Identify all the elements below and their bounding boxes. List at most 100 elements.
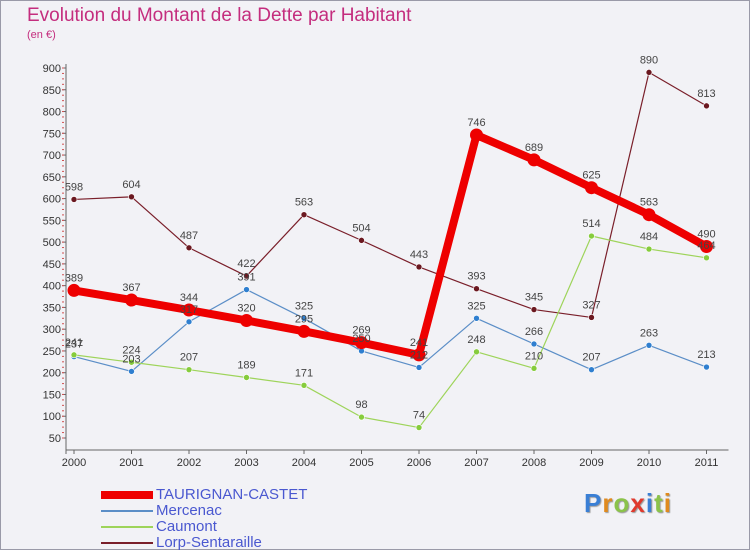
x-tick-label: 2011 bbox=[695, 457, 719, 469]
y-tick-label: 700 bbox=[43, 150, 61, 162]
data-label: 203 bbox=[122, 353, 140, 365]
x-tick-label: 2001 bbox=[119, 457, 143, 469]
data-label: 325 bbox=[295, 300, 313, 312]
legend-label: Caumont bbox=[156, 518, 217, 535]
data-label: 487 bbox=[180, 230, 198, 242]
data-label: 263 bbox=[640, 327, 658, 339]
legend-swatch bbox=[101, 491, 153, 499]
data-point bbox=[355, 336, 368, 350]
data-point bbox=[645, 341, 653, 349]
y-tick-label: 900 bbox=[43, 63, 61, 75]
x-tick-label: 2005 bbox=[349, 457, 373, 469]
data-point bbox=[358, 237, 365, 244]
data-label: 563 bbox=[640, 197, 658, 209]
data-point bbox=[182, 303, 196, 317]
data-point bbox=[70, 196, 78, 203]
data-point bbox=[473, 348, 480, 356]
data-point bbox=[67, 283, 81, 297]
data-point bbox=[243, 272, 250, 280]
y-tick-label: 150 bbox=[43, 389, 61, 401]
x-tick-label: 2002 bbox=[177, 457, 201, 469]
data-point bbox=[530, 306, 538, 313]
chart-title: Evolution du Montant de la Dette par Hab… bbox=[27, 5, 412, 26]
data-point bbox=[300, 211, 308, 218]
data-label: 250 bbox=[352, 333, 370, 345]
series-line bbox=[73, 235, 708, 429]
data-label: 210 bbox=[525, 350, 543, 362]
series-line bbox=[73, 71, 708, 319]
series-line bbox=[70, 131, 711, 359]
data-label: 484 bbox=[640, 231, 658, 243]
data-label: 98 bbox=[355, 399, 367, 411]
data-point bbox=[645, 245, 653, 253]
y-tick-label: 400 bbox=[43, 281, 61, 293]
data-label: 295 bbox=[295, 313, 313, 325]
data-point bbox=[588, 232, 595, 240]
data-label: 248 bbox=[467, 334, 485, 346]
data-point bbox=[128, 358, 135, 366]
data-label: 241 bbox=[65, 337, 83, 349]
data-label: 563 bbox=[295, 197, 313, 209]
data-point bbox=[125, 293, 138, 307]
data-label: 443 bbox=[410, 249, 428, 261]
data-label: 189 bbox=[237, 359, 255, 371]
data-point bbox=[473, 314, 480, 322]
data-point bbox=[185, 366, 193, 373]
data-point bbox=[530, 365, 538, 372]
data-label: 490 bbox=[697, 228, 715, 240]
y-tick-label: 100 bbox=[43, 411, 61, 423]
data-label: 422 bbox=[237, 258, 255, 270]
data-point bbox=[470, 128, 483, 142]
legend-swatch bbox=[101, 510, 153, 512]
data-label: 237 bbox=[65, 339, 83, 351]
data-label: 604 bbox=[122, 179, 140, 191]
brand-letter: o bbox=[613, 488, 631, 518]
data-point bbox=[700, 239, 713, 253]
data-point bbox=[585, 181, 598, 195]
y-tick-label: 350 bbox=[43, 302, 61, 314]
data-label: 224 bbox=[122, 344, 140, 356]
x-tick-label: 2006 bbox=[407, 457, 431, 469]
data-point bbox=[128, 193, 135, 201]
data-label: 213 bbox=[697, 349, 715, 361]
x-tick-label: 2009 bbox=[579, 457, 603, 469]
data-point bbox=[415, 424, 423, 431]
brand-logo: Proxiti bbox=[584, 488, 672, 519]
y-tick-label: 850 bbox=[43, 85, 61, 97]
data-label: 207 bbox=[180, 352, 198, 364]
x-tick-label: 2007 bbox=[464, 457, 488, 469]
y-tick-label: 600 bbox=[43, 194, 61, 206]
data-label: 325 bbox=[467, 300, 485, 312]
x-tick-label: 2004 bbox=[292, 457, 316, 469]
data-point bbox=[588, 366, 595, 373]
data-label: 514 bbox=[582, 218, 600, 230]
data-label: 241 bbox=[410, 337, 428, 349]
data-label: 320 bbox=[237, 302, 255, 314]
data-label: 212 bbox=[410, 349, 428, 361]
data-label: 464 bbox=[697, 240, 715, 252]
y-tick-label: 750 bbox=[43, 128, 61, 140]
data-label: 391 bbox=[237, 272, 255, 284]
y-tick-label: 300 bbox=[43, 324, 61, 336]
data-point bbox=[530, 340, 538, 348]
data-point bbox=[412, 348, 426, 362]
brand-letter: i bbox=[663, 488, 672, 518]
data-point bbox=[185, 318, 193, 326]
data-point bbox=[128, 368, 135, 375]
legend-swatch bbox=[101, 526, 153, 528]
data-label: 345 bbox=[525, 292, 543, 304]
y-tick-label: 50 bbox=[49, 433, 61, 445]
data-label: 74 bbox=[413, 410, 425, 422]
data-point bbox=[70, 351, 78, 359]
y-tick-label: 550 bbox=[43, 215, 61, 227]
data-point bbox=[415, 364, 423, 371]
data-point bbox=[185, 244, 193, 252]
data-point bbox=[703, 363, 710, 371]
data-label: 266 bbox=[525, 326, 543, 338]
data-label: 625 bbox=[582, 170, 600, 182]
data-point bbox=[642, 208, 656, 222]
data-label: 269 bbox=[352, 325, 370, 337]
data-point bbox=[358, 413, 365, 421]
data-point bbox=[243, 374, 250, 381]
